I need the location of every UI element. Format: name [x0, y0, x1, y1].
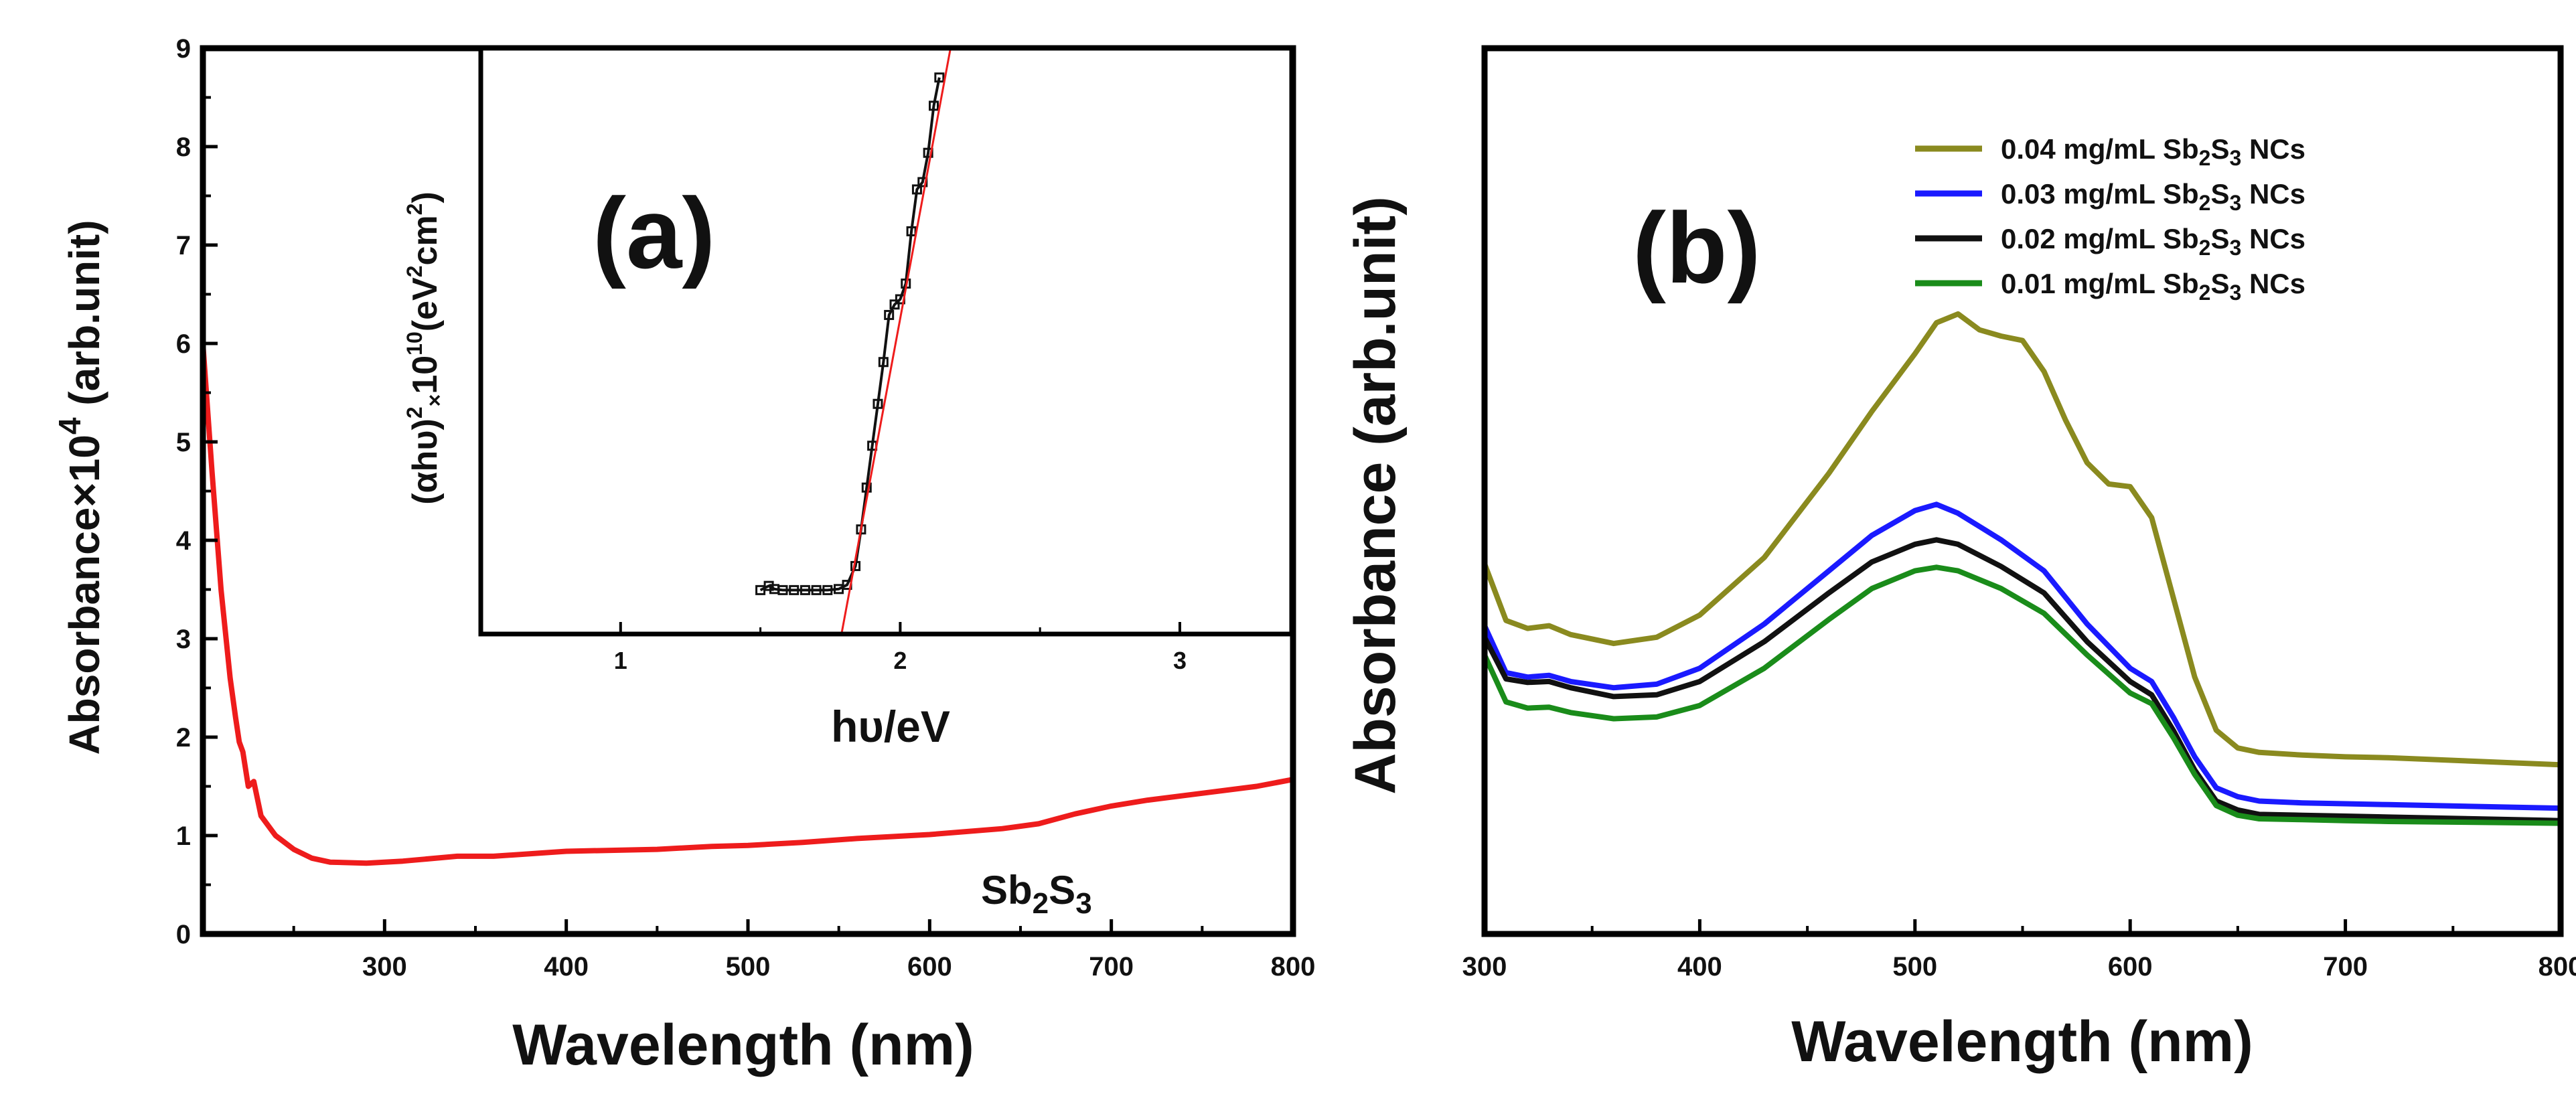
inset-frame: [478, 46, 1294, 637]
panel-b-x-axis-title: Wavelength (nm): [1791, 1010, 2253, 1074]
inset-data-point: [822, 584, 833, 595]
inset-data-point: [911, 184, 922, 195]
panel-a-x-tick-label: 500: [726, 952, 771, 982]
panel-b-x-tick-label: 700: [2323, 952, 2368, 982]
panel-a: 300 400 500 600 700 800 0 1 2 3 4 5 6 7 8 9 1 2 3 hυ/eV (…: [52, 34, 1315, 1077]
panel-a-plot-lines: [200, 343, 1294, 866]
panel-a-x-axis-title: Wavelength (nm): [512, 1013, 974, 1077]
panel-b-series-line-3: [1482, 564, 2561, 826]
inset-data-point: [873, 398, 883, 409]
legend-entry: 0.01 mg/mL Sb2S3 NCs: [2001, 268, 2305, 305]
inset-x-tick-label: 1: [614, 647, 627, 674]
panel-a-x-tick-label: 800: [1271, 952, 1316, 982]
panel-a-y-tick-label: 5: [176, 428, 191, 457]
inset-plot: [755, 48, 952, 635]
panel-a-x-tick-label: 300: [362, 952, 407, 982]
inset-ticks: 1 2 3: [479, 622, 1187, 674]
panel-b-series-line-1: [1482, 501, 2561, 811]
legend-entry: 0.02 mg/mL Sb2S3 NCs: [2001, 223, 2305, 260]
inset-data-point: [884, 309, 895, 320]
panel-a-y-tick-label: 0: [176, 920, 191, 949]
panel-a-y-tick-label: 1: [176, 821, 191, 851]
panel-a-label: (a): [593, 177, 715, 289]
panel-a-x-tick-label: 700: [1089, 952, 1134, 982]
inset-fit-line: [840, 48, 952, 635]
inset-data-line: [759, 77, 941, 592]
inset-data-point: [878, 357, 889, 368]
panel-a-y-tick-label: 8: [176, 133, 191, 162]
panel-a-y-tick-label: 9: [176, 34, 191, 64]
panel-a-series-line-0: [200, 343, 1294, 866]
panel-a-y-tick-label: 6: [176, 329, 191, 359]
panel-b-x-tick-label: 800: [2539, 952, 2576, 982]
panel-a-annotation: Sb2S3: [981, 868, 1092, 920]
panel-b-y-axis-title: Absorbance (arb.unit): [1343, 196, 1408, 795]
panel-a-y-tick-label: 2: [176, 723, 191, 753]
inset-data-point: [889, 299, 900, 310]
panel-a-x-tick-label: 600: [907, 952, 952, 982]
panel-a-y-axis-title: Absorbance×104 (arb.unit): [52, 220, 108, 755]
inset-data-point: [811, 584, 822, 595]
inset-y-axis-title: (αhυ)2×1010(eV2cm2): [402, 191, 447, 505]
inset-panel: 1 2 3 hυ/eV (αhυ)2×1010(eV2cm2): [402, 46, 1294, 751]
inset-data-point: [861, 482, 872, 493]
inset-x-tick-label: 3: [1173, 647, 1187, 674]
legend-entry: 0.04 mg/mL Sb2S3 NCs: [2001, 133, 2305, 170]
panel-b-x-tick-label: 300: [1462, 952, 1507, 982]
inset-data-point: [906, 226, 917, 236]
inset-x-axis-title: hυ/eV: [831, 702, 950, 751]
inset-data-point: [777, 584, 788, 595]
inset-x-tick-label: 2: [893, 647, 907, 674]
inset-data-point: [934, 72, 945, 83]
inset-data-point: [923, 147, 933, 158]
panel-b: 300 400 500 600 700 800 (b) 0.04 mg/mL Sb2S3 …: [1343, 45, 2576, 1074]
panel-a-y-tick-label: 4: [176, 526, 192, 556]
panel-a-y-tick-label: 7: [176, 231, 191, 260]
panel-b-series-line-2: [1482, 537, 2561, 824]
panel-a-ticks: 300 400 500 600 700 800 0 1 2 3 4 5 6 7 8 9: [176, 34, 1316, 982]
panel-b-ticks: 300 400 500 600 700 800: [1462, 919, 2576, 982]
panel-a-x-tick-label: 400: [544, 952, 589, 982]
inset-data-point: [928, 100, 939, 111]
panel-b-x-tick-label: 500: [1892, 952, 1937, 982]
legend: 0.04 mg/mL Sb2S3 NCs 0.03 mg/mL Sb2S3 NCs…: [1915, 133, 2305, 305]
inset-data-point: [789, 584, 800, 595]
inset-data-point: [800, 584, 810, 595]
panel-b-plot-lines: [1482, 311, 2561, 826]
panel-b-x-tick-label: 600: [2108, 952, 2153, 982]
legend-entry: 0.03 mg/mL Sb2S3 NCs: [2001, 178, 2305, 215]
panel-b-x-tick-label: 400: [1677, 952, 1722, 982]
panel-a-y-tick-label: 3: [176, 625, 191, 654]
panel-b-label: (b): [1633, 191, 1761, 304]
panel-b-series-line-0: [1482, 311, 2561, 768]
